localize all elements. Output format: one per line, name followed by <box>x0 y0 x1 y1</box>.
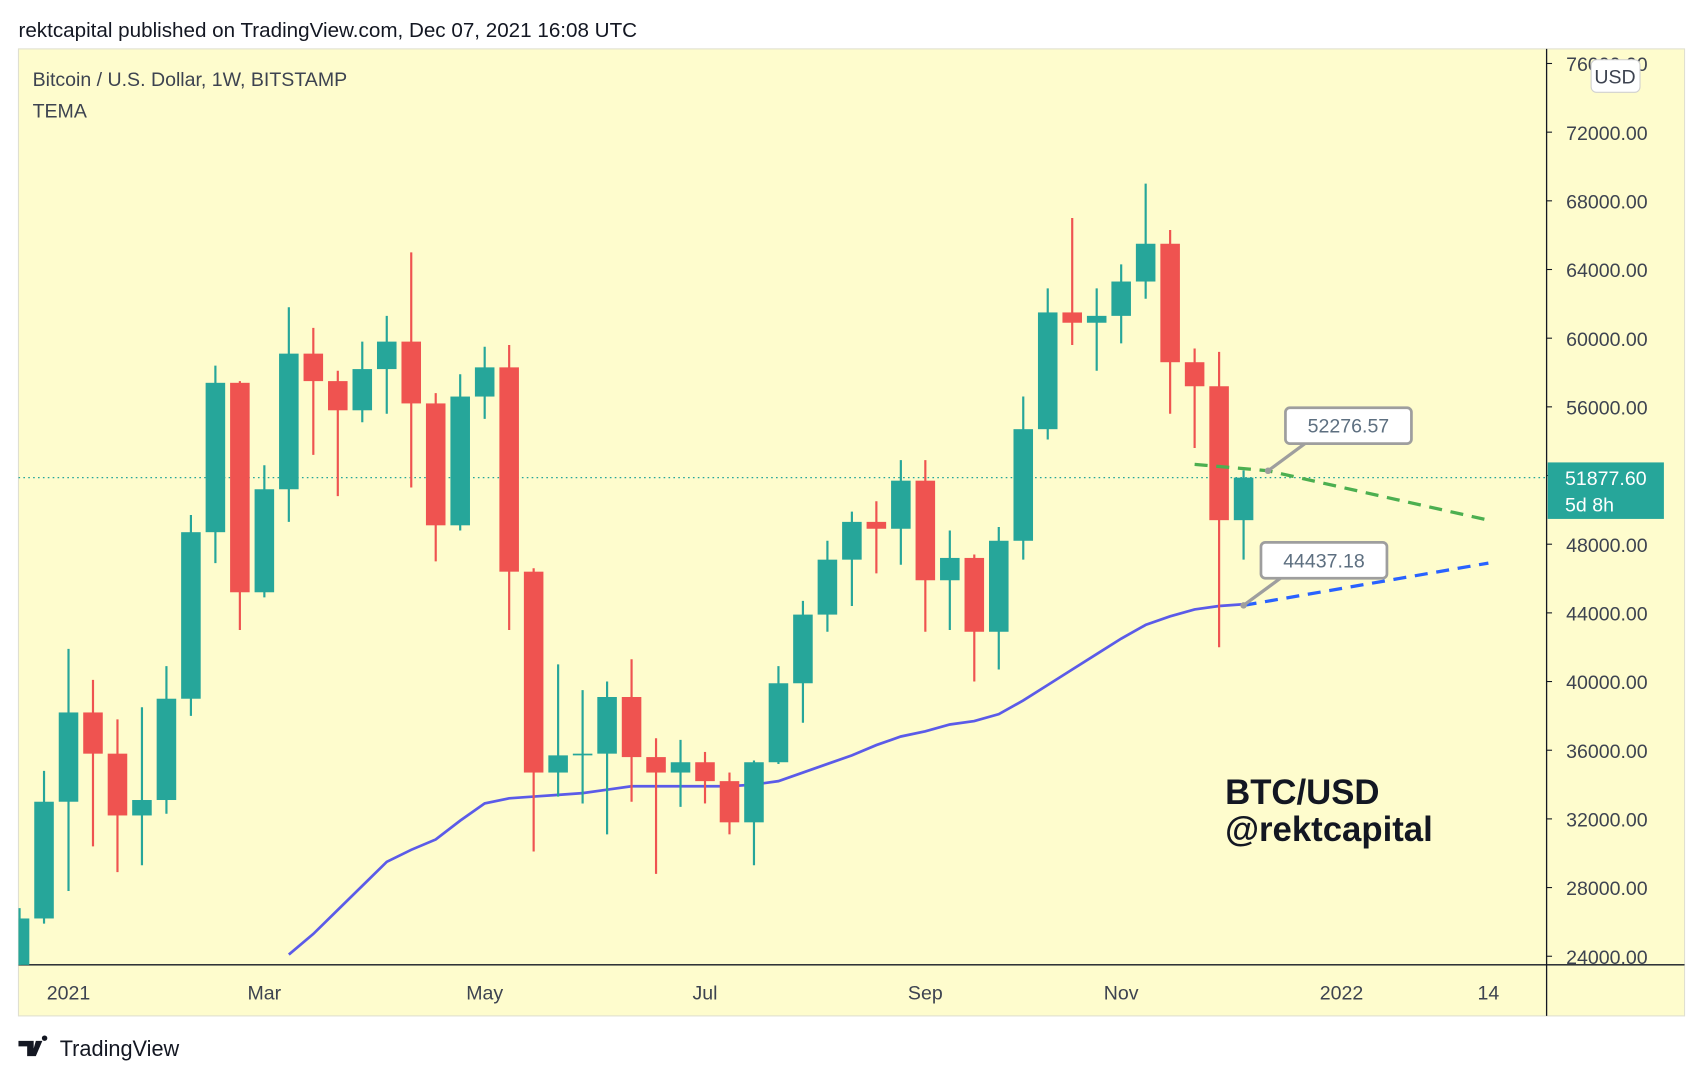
candle-body <box>915 480 936 581</box>
candle-body <box>1013 429 1034 541</box>
candle-body <box>205 382 226 533</box>
candle-body <box>719 781 740 823</box>
symbol-title: Bitcoin / U.S. Dollar, 1W, BITSTAMP <box>33 69 348 91</box>
x-tick-label: 2021 <box>47 983 90 1005</box>
candle-body <box>1037 312 1058 430</box>
currency-badge <box>1590 59 1641 93</box>
candle-body <box>523 571 544 773</box>
candle-body <box>1086 315 1107 323</box>
x-tick-label: Jul <box>693 983 718 1005</box>
callout-anchor <box>1240 602 1247 609</box>
y-tick-label: 40000.00 <box>1566 672 1648 694</box>
watermark: @rektcapital <box>1225 811 1433 849</box>
y-tick-label: 68000.00 <box>1566 191 1648 213</box>
candle-body <box>866 521 887 529</box>
y-tick-label: 36000.00 <box>1566 741 1648 763</box>
plot-area <box>18 183 1547 965</box>
indicator-legend: TEMA <box>33 100 87 122</box>
candle-body <box>597 697 617 754</box>
candle-body <box>499 367 519 572</box>
candle-body <box>230 382 250 593</box>
currency-label: USD <box>1594 67 1635 89</box>
y-tick-label: 48000.00 <box>1566 535 1648 557</box>
candle-body <box>1209 386 1229 521</box>
candle-body <box>107 753 128 816</box>
candle-body <box>1111 281 1131 316</box>
logo-icon <box>18 1035 48 1057</box>
y-tick-label: 28000.00 <box>1566 878 1648 900</box>
publish-header: rektcapital published on TradingView.com… <box>18 19 637 42</box>
candle-body <box>1135 243 1156 282</box>
candle-body <box>18 918 30 965</box>
y-tick-label: 72000.00 <box>1566 123 1648 145</box>
y-tick-label: 24000.00 <box>1566 947 1648 969</box>
candle-body <box>940 557 960 581</box>
candle-body <box>58 712 79 802</box>
last-price-box <box>1547 462 1664 519</box>
candle-body <box>646 757 666 773</box>
x-tick-label: Mar <box>248 983 282 1005</box>
y-tick-label: 44000.00 <box>1566 603 1648 625</box>
candle-body <box>1184 362 1205 387</box>
candle-body <box>548 755 568 773</box>
candle-body <box>988 540 1009 632</box>
x-tick-label: May <box>466 983 503 1005</box>
candle-body <box>817 559 838 615</box>
indicator-line <box>287 602 1244 956</box>
candle-body <box>303 353 324 382</box>
x-tick-label: 2022 <box>1320 983 1363 1005</box>
candle-body <box>768 683 789 763</box>
footer-brand: TradingView <box>60 1036 180 1061</box>
candle-body <box>695 762 715 782</box>
candle-body <box>1160 243 1180 363</box>
candle-body <box>83 712 103 754</box>
candle-body <box>474 367 495 397</box>
candle-body <box>279 353 299 490</box>
callout-anchor <box>1264 467 1272 475</box>
candle-body <box>450 396 470 526</box>
candle-body <box>156 698 177 801</box>
candle-body <box>793 614 813 684</box>
candle-body <box>891 480 911 529</box>
candle-body <box>132 800 152 816</box>
callout-label: 44437.18 <box>1283 550 1365 572</box>
candle-body <box>425 403 446 526</box>
tradingview-logo: TradingView <box>18 1035 180 1061</box>
candle-body <box>670 762 691 773</box>
callout-label: 52276.57 <box>1308 416 1390 438</box>
x-tick-label: 14 <box>1478 983 1500 1005</box>
y-tick-label: 56000.00 <box>1566 397 1648 419</box>
candle-body <box>352 369 373 411</box>
callout-box <box>1259 540 1389 580</box>
candle-body <box>376 341 397 370</box>
y-tick-label: 64000.00 <box>1566 260 1648 282</box>
candle-body <box>328 381 348 411</box>
candle-body <box>842 521 862 560</box>
candle-body <box>964 557 985 632</box>
candle-body <box>401 341 422 404</box>
watermark: BTC/USD <box>1225 774 1379 812</box>
countdown-label: 5d 8h <box>1565 494 1614 516</box>
candle-body <box>1233 477 1254 521</box>
candle-body <box>1062 312 1082 323</box>
candle-body <box>572 753 593 756</box>
candle-body <box>34 801 54 919</box>
candle-body <box>254 489 275 593</box>
callout-pointer <box>1242 576 1282 607</box>
callout-box <box>1284 406 1413 445</box>
y-tick-label: 32000.00 <box>1566 809 1648 831</box>
x-tick-label: Nov <box>1104 983 1139 1005</box>
candle-body <box>181 532 201 699</box>
y-tick-label: 60000.00 <box>1566 329 1648 351</box>
candle-body <box>621 697 642 758</box>
callout-pointer <box>1267 442 1306 473</box>
last-price-label: 51877.60 <box>1565 468 1647 490</box>
candle-body <box>744 762 764 823</box>
trendline <box>1243 561 1489 607</box>
x-tick-label: Sep <box>908 983 943 1005</box>
